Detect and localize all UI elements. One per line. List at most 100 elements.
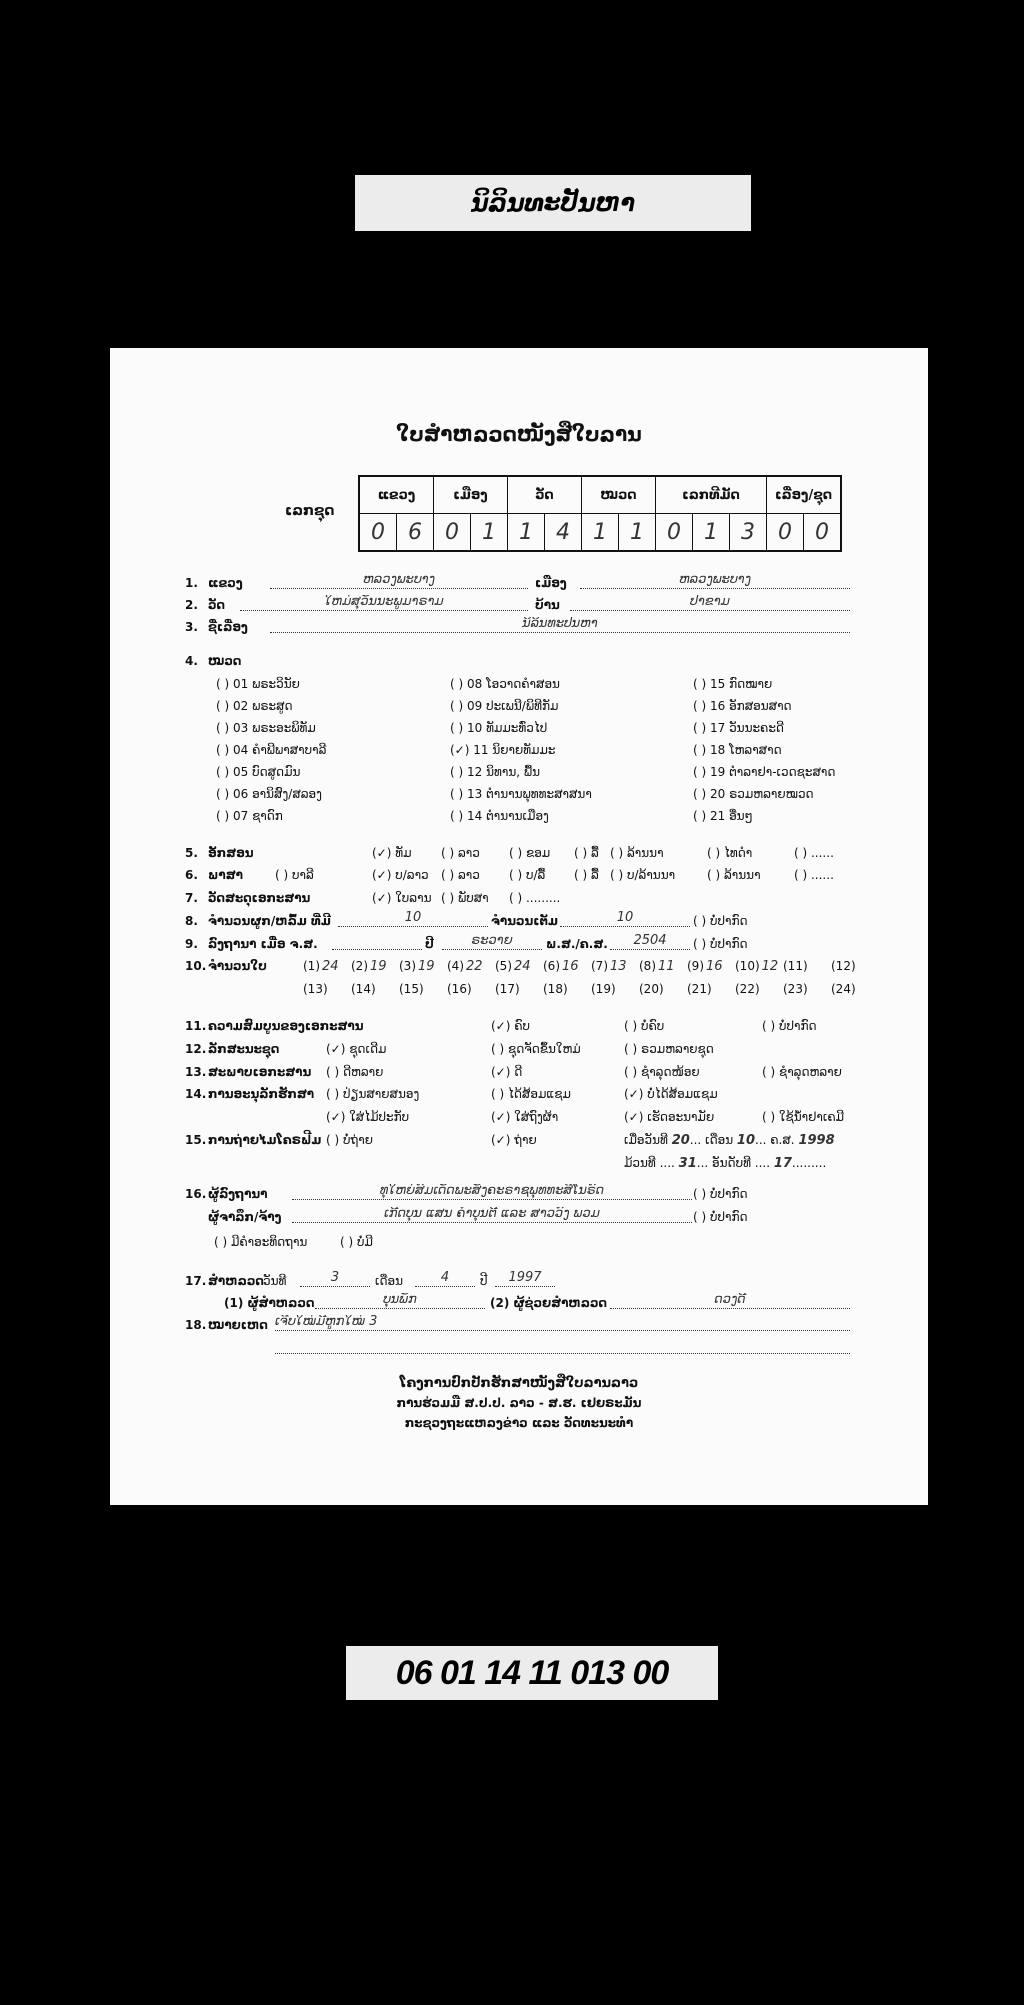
checkbox-option[interactable]: ( ) ລາວ [441,846,480,860]
category-option[interactable]: ( ) 17 ວັນນະຄະດີ [693,721,784,735]
be-year-field[interactable]: 2504 [610,934,690,950]
checkbox-option[interactable]: ( ) ຊຳລຸດຫລາຍ [762,1065,842,1079]
checkbox-option[interactable]: ( ) ...... [794,846,834,860]
order-value[interactable]: 17 [773,1156,792,1171]
checkbox-option[interactable]: (✓) ທັມ [372,846,412,860]
scribe-field[interactable]: ເກີດບຸນ ແສນ ຄຳບຸນຕີ ແລະ ສາວວົງ ພວມ [292,1207,692,1223]
manuscript-title-field[interactable]: ນິລິນທະປັນຫາ [270,617,850,633]
checkbox-option[interactable]: (✓) ບ/ລາວ [372,868,429,882]
category-option[interactable]: ( ) 03 ພຣະອະພິທັມ [216,721,316,735]
prayer-checkbox[interactable]: ( ) ມີຄຳອະທິດຖານ [214,1235,308,1249]
checkbox-option[interactable]: ( ) ປ່ຽນສາຍສນອງ [326,1087,420,1101]
not-found-checkbox[interactable]: ( ) ບໍ່ປາກົດ [693,1210,748,1224]
checkbox-option[interactable]: (✓) ໃບລານ [372,891,432,905]
category-option[interactable]: ( ) 21 ອື່ນໆ [693,809,753,823]
checkbox-option[interactable]: ( ) ໄທດຳ [707,846,753,860]
checkbox-option[interactable]: (✓) ຖ່າຍ [491,1133,537,1147]
leaf-value[interactable]: 22 [466,959,483,974]
leaf-value[interactable]: 24 [322,959,339,974]
leaf-value[interactable]: 11 [658,959,675,974]
checkbox-option[interactable]: ( ) ໄດ້ສ້ອມແຊມ [491,1087,571,1101]
category-option[interactable]: ( ) 10 ທັມມະທົ່ວໄປ [450,721,548,735]
survey-year-field[interactable]: 1997 [495,1271,555,1287]
leaf-value[interactable]: 19 [370,959,387,974]
checkbox-option[interactable]: ( ) ບ/ລື້ [509,868,546,882]
checkbox-option[interactable]: ( ) ລ້ານນາ [610,846,664,860]
remarks-field[interactable]: ເຈີບໃໝ່ມີຫູກໃໝ່ 3 [275,1315,850,1331]
category-option[interactable]: ( ) 19 ຕຳລາຢາ-ເວດຊະສາດ [693,765,836,779]
checkbox-option[interactable]: ( ) ບາລີ [275,868,314,882]
checkbox-option[interactable]: ( ) ລື້ [574,846,599,860]
bundles-field[interactable]: 10 [338,911,488,927]
remarks-field-line2[interactable] [275,1338,850,1354]
cs-year-field[interactable] [332,934,422,950]
category-option[interactable]: ( ) 09 ປະເພນີ/ພິທີກັມ [450,699,559,713]
checkbox-option[interactable]: ( ) ດີຫລາຍ [326,1065,384,1079]
category-option[interactable]: ( ) 05 ບົດສູດມົນ [216,765,301,779]
temple-field[interactable]: ໃຫມ່ສຸວັນນະພູມາຣາມ [240,595,528,611]
checkbox-option[interactable]: (✓) ໃສ່ໄມ້ປະກັບ [326,1110,410,1124]
category-option[interactable]: ( ) 01 ພຣະວິນັຍ [216,677,300,691]
code-digit[interactable]: 6 [396,513,434,552]
code-digit[interactable]: 1 [581,513,619,552]
leaf-value[interactable]: 16 [562,959,579,974]
not-found-checkbox[interactable]: ( ) ບໍ່ປາກົດ [693,937,748,951]
category-option[interactable]: ( ) 08 ໂອວາດຄຳສອນ [450,677,560,691]
day-value[interactable]: 20 [671,1133,690,1148]
checkbox-option[interactable]: ( ) ......... [509,891,561,905]
code-digit[interactable]: 4 [544,513,582,552]
category-option[interactable]: ( ) 18 ໂຫລາສາດ [693,743,782,757]
category-option[interactable]: ( ) 13 ຕຳນານພຸທທະສາສນາ [450,787,592,801]
leaf-value[interactable]: 13 [610,959,627,974]
checkbox-option[interactable]: (✓) ເຮັດອະນາມັຍ [624,1110,715,1124]
checkbox-option[interactable]: ( ) ລາວ [441,868,480,882]
leaf-value[interactable]: 24 [514,959,531,974]
checkbox-option[interactable]: (✓) ຄົບ [491,1019,530,1033]
not-found-checkbox[interactable]: ( ) ບໍ່ປາກົດ [693,1187,748,1201]
not-found-checkbox[interactable]: ( ) ບໍ່ປາກົດ [693,914,748,928]
checkbox-option[interactable]: ( ) ...... [794,868,834,882]
reel-value[interactable]: 31 [678,1156,697,1171]
checkbox-option[interactable]: (✓) ຊຸດເດີມ [326,1042,387,1056]
sponsor-field[interactable]: ທຸໃຫຍ່ສົມເດັດພະສັງຄະຣາຊພຸທທະສີໂນຣົດ [292,1184,692,1200]
checkbox-option[interactable]: ( ) ບ/ລ້ານນາ [610,868,676,882]
checkbox-option[interactable]: (✓) ບໍ່ໄດ້ສ້ອມແຊມ [624,1087,718,1101]
code-digit[interactable]: 3 [729,513,767,552]
checkbox-option[interactable]: (✓) ໃສ່ຖົງຜ້າ [491,1110,559,1124]
category-option[interactable]: ( ) 02 ພຣະສູດ [216,699,293,713]
category-option[interactable]: (✓) 11 ນິຍາຍທັມມະ [450,743,556,757]
survey-month-field[interactable]: 4 [415,1271,475,1287]
category-option[interactable]: ( ) 20 ຣວມຫລາຍໝວດ [693,787,814,801]
category-option[interactable]: ( ) 16 ອັກສອນສາດ [693,699,792,713]
code-digit[interactable]: 0 [766,513,804,552]
village-field[interactable]: ປ່າຂາມ [570,595,850,611]
category-option[interactable]: ( ) 07 ຊາດົກ [216,809,283,823]
checkbox-option[interactable]: ( ) ລ້ານນາ [707,868,761,882]
no-prayer-checkbox[interactable]: ( ) ບໍ່ມີ [340,1235,373,1249]
checkbox-option[interactable]: (✓) ດີ [491,1065,523,1079]
category-option[interactable]: ( ) 15 ກົດໝາຍ [693,677,773,691]
leaf-value[interactable]: 12 [761,959,779,974]
checkbox-option[interactable]: ( ) ບໍ່ຖ່າຍ [326,1133,373,1147]
checkbox-option[interactable]: ( ) ຣວມຫລາຍຊຸດ [624,1042,714,1056]
month-value[interactable]: 10 [736,1133,756,1148]
category-option[interactable]: ( ) 04 ຄຳພີພາສາບາລີ [216,743,327,757]
checkbox-option[interactable]: ( ) ບໍ່ຄົບ [624,1019,665,1033]
code-digit[interactable]: 1 [470,513,508,552]
category-option[interactable]: ( ) 12 ນິທານ, ພື້ນ [450,765,540,779]
code-digit[interactable]: 0 [358,513,397,552]
code-digit[interactable]: 0 [803,513,842,552]
checkbox-option[interactable]: ( ) ບໍ່ປາກົດ [762,1019,817,1033]
surveyor-field[interactable]: ບຸນພັກ [315,1293,485,1309]
full-count-field[interactable]: 10 [560,911,690,927]
checkbox-option[interactable]: ( ) ຊຳລຸດໜ້ອຍ [624,1065,700,1079]
category-option[interactable]: ( ) 14 ຕຳນານເມືອງ [450,809,549,823]
assistant-field[interactable]: ດວງດີ [610,1293,850,1309]
category-option[interactable]: ( ) 06 ອານິສົງ/ສລອງ [216,787,322,801]
code-digit[interactable]: 1 [618,513,656,552]
code-digit[interactable]: 0 [655,513,693,552]
checkbox-option[interactable]: ( ) ໃຊ້ນ້ຳຢາເຄມີ [762,1110,845,1124]
year-value[interactable]: 1998 [798,1133,835,1148]
leaf-value[interactable]: 16 [706,959,723,974]
checkbox-option[interactable]: ( ) ຊຸດຈັດຂຶ້ນໃຫມ່ [491,1042,581,1056]
